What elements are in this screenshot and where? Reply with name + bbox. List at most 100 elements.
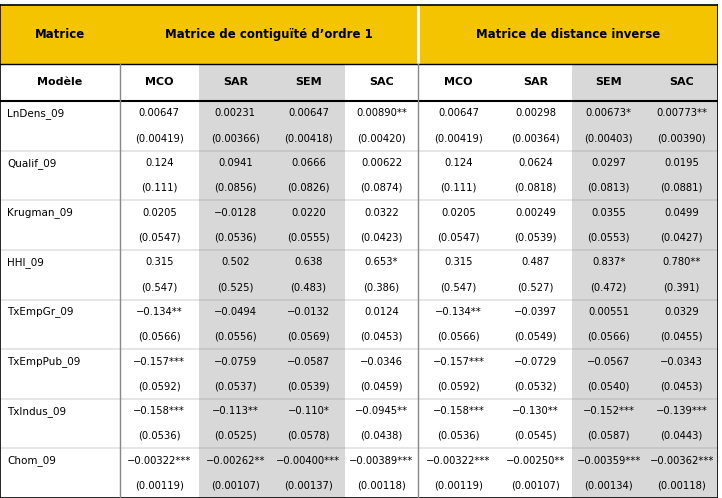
Text: (0.0537): (0.0537) <box>214 381 256 391</box>
Bar <box>272 250 345 275</box>
Text: 0.00647: 0.00647 <box>438 109 479 119</box>
Text: −0.00322***: −0.00322*** <box>427 456 491 466</box>
Bar <box>645 374 718 399</box>
Text: (0.0813): (0.0813) <box>588 183 630 193</box>
Bar <box>272 374 345 399</box>
Text: (0.0536): (0.0536) <box>214 233 256 243</box>
Text: (0.472): (0.472) <box>591 282 627 292</box>
Bar <box>645 299 718 324</box>
Text: (0.547): (0.547) <box>142 282 178 292</box>
Bar <box>345 151 418 175</box>
Bar <box>418 299 499 324</box>
Bar <box>345 299 418 324</box>
Bar <box>0 324 120 349</box>
Text: (0.00118): (0.00118) <box>657 481 706 491</box>
Bar <box>418 175 499 200</box>
Bar <box>418 349 499 374</box>
Text: Matrice: Matrice <box>35 28 85 41</box>
Bar <box>499 349 572 374</box>
Text: (0.00418): (0.00418) <box>284 133 333 143</box>
Text: SAR: SAR <box>523 77 548 88</box>
Bar <box>645 151 718 175</box>
Bar <box>272 64 345 101</box>
Text: (0.0555): (0.0555) <box>287 233 330 243</box>
Text: (0.00107): (0.00107) <box>211 481 260 491</box>
Text: (0.00134): (0.00134) <box>584 481 633 491</box>
Bar <box>499 275 572 299</box>
Text: −0.130**: −0.130** <box>513 406 559 416</box>
Text: 0.00890**: 0.00890** <box>356 109 407 119</box>
Text: −0.00362***: −0.00362*** <box>650 456 714 466</box>
Bar <box>572 101 645 126</box>
Text: (0.527): (0.527) <box>518 282 554 292</box>
Text: −0.0567: −0.0567 <box>587 357 630 367</box>
Bar <box>645 424 718 448</box>
Text: SAR: SAR <box>223 77 248 88</box>
Text: (0.0423): (0.0423) <box>360 233 403 243</box>
Text: (0.0536): (0.0536) <box>138 431 180 441</box>
Bar <box>645 349 718 374</box>
Text: Krugman_09: Krugman_09 <box>7 207 73 218</box>
Text: (0.00119): (0.00119) <box>434 481 483 491</box>
Bar <box>0 349 120 374</box>
Bar <box>499 299 572 324</box>
Text: −0.00262**: −0.00262** <box>206 456 265 466</box>
Bar <box>199 399 272 424</box>
Text: (0.0556): (0.0556) <box>214 332 257 342</box>
Text: −0.00322***: −0.00322*** <box>127 456 191 466</box>
Bar <box>572 448 645 473</box>
Text: TxIndus_09: TxIndus_09 <box>7 406 66 417</box>
Bar <box>0 473 120 498</box>
Bar <box>272 275 345 299</box>
Text: 0.00647: 0.00647 <box>288 109 329 119</box>
Text: (0.0427): (0.0427) <box>661 233 703 243</box>
Bar <box>120 399 199 424</box>
Text: (0.0547): (0.0547) <box>138 233 180 243</box>
Text: Chom_09: Chom_09 <box>7 455 56 466</box>
Text: 0.0124: 0.0124 <box>364 307 399 317</box>
Text: (0.483): (0.483) <box>290 282 326 292</box>
Bar <box>0 5 120 64</box>
Bar <box>645 126 718 151</box>
Text: TxEmpPub_09: TxEmpPub_09 <box>7 356 81 367</box>
Bar <box>499 374 572 399</box>
Bar <box>0 250 120 275</box>
Bar <box>199 200 272 225</box>
Text: MCO: MCO <box>145 77 173 88</box>
Text: (0.0539): (0.0539) <box>514 233 557 243</box>
Text: 0.0220: 0.0220 <box>291 208 326 218</box>
Bar <box>572 200 645 225</box>
Text: SEM: SEM <box>295 77 322 88</box>
Bar <box>199 473 272 498</box>
Text: 0.00551: 0.00551 <box>588 307 630 317</box>
Text: (0.0547): (0.0547) <box>438 233 480 243</box>
Text: −0.139***: −0.139*** <box>656 406 708 416</box>
Bar <box>120 448 199 473</box>
Bar <box>645 175 718 200</box>
Bar <box>418 275 499 299</box>
Text: 0.638: 0.638 <box>295 257 323 267</box>
Bar <box>199 64 272 101</box>
Text: (0.00137): (0.00137) <box>284 481 333 491</box>
Bar <box>345 200 418 225</box>
Bar <box>199 275 272 299</box>
Text: (0.00419): (0.00419) <box>434 133 483 143</box>
Text: LnDens_09: LnDens_09 <box>7 108 64 119</box>
Bar <box>572 299 645 324</box>
Text: (0.111): (0.111) <box>440 183 477 193</box>
Bar <box>499 424 572 448</box>
Text: (0.0532): (0.0532) <box>514 381 557 391</box>
Text: 0.502: 0.502 <box>221 257 250 267</box>
Text: (0.00118): (0.00118) <box>357 481 406 491</box>
Text: (0.00119): (0.00119) <box>135 481 183 491</box>
Text: −0.0759: −0.0759 <box>214 357 257 367</box>
Text: −0.0397: −0.0397 <box>514 307 557 317</box>
Bar <box>418 374 499 399</box>
Bar <box>645 200 718 225</box>
Bar <box>120 374 199 399</box>
Bar <box>418 200 499 225</box>
Text: 0.0941: 0.0941 <box>218 158 253 168</box>
Bar <box>418 424 499 448</box>
Bar <box>0 299 120 324</box>
Text: 0.00249: 0.00249 <box>516 208 556 218</box>
